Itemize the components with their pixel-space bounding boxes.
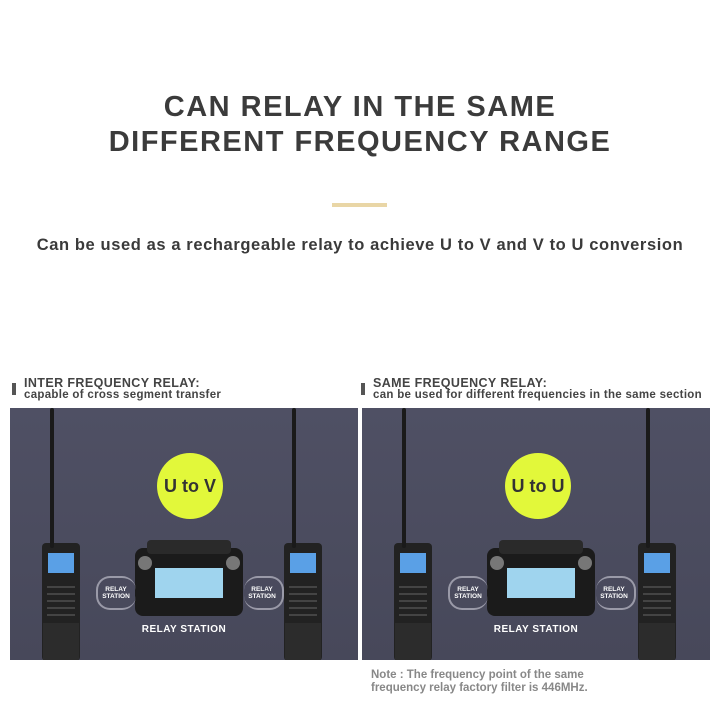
relay-arrow-icon: [596, 576, 636, 610]
heading-marker: [361, 383, 365, 395]
accent-divider: [332, 203, 387, 207]
relay-side-label: RELAY STATION: [600, 586, 628, 600]
station-label: RELAY STATION: [141, 624, 227, 635]
base-station-radio-icon: [135, 540, 243, 616]
relay-arrow-icon: [96, 576, 136, 610]
relay-arrow-icon: [448, 576, 488, 610]
panel-heading-right: SAME FREQUENCY RELAY: can be used for di…: [361, 376, 702, 401]
relay-side-label: RELAY STATION: [454, 586, 482, 600]
title-line-2: DIFFERENT FREQUENCY RANGE: [108, 126, 612, 158]
relay-panel-left: U to V RELAY STATION RELAY STATION RELAY…: [10, 408, 358, 660]
handheld-radio-icon: [638, 408, 676, 660]
relay-side-label: RELAY STATION: [248, 586, 276, 600]
panel-heading-left: INTER FREQUENCY RELAY: capable of cross …: [12, 376, 222, 401]
relay-side-label: RELAY STATION: [102, 586, 130, 600]
note-line-2: frequency relay factory filter is 446MHz…: [371, 682, 588, 694]
mode-badge: U to U: [505, 453, 571, 519]
subtitle: Can be used as a rechargeable relay to a…: [36, 236, 684, 254]
base-station-radio-icon: [487, 540, 595, 616]
subheading: capable of cross segment transfer: [24, 389, 222, 401]
relay-arrow-icon: [244, 576, 284, 610]
relay-panel-right: U to U RELAY STATION RELAY STATION RELAY…: [362, 408, 710, 660]
mode-badge: U to V: [157, 453, 223, 519]
heading-marker: [12, 383, 16, 395]
handheld-radio-icon: [394, 408, 432, 660]
subheading: can be used for different frequencies in…: [373, 389, 702, 401]
station-label: RELAY STATION: [493, 624, 579, 635]
handheld-radio-icon: [42, 408, 80, 660]
handheld-radio-icon: [284, 408, 322, 660]
footnote: Note : The frequency point of the same f…: [371, 669, 588, 695]
title-line-1: CAN RELAY IN THE SAME: [163, 91, 557, 123]
heading: INTER FREQUENCY RELAY:: [24, 376, 200, 390]
heading: SAME FREQUENCY RELAY:: [373, 376, 548, 390]
note-line-1: Note : The frequency point of the same: [371, 669, 584, 681]
